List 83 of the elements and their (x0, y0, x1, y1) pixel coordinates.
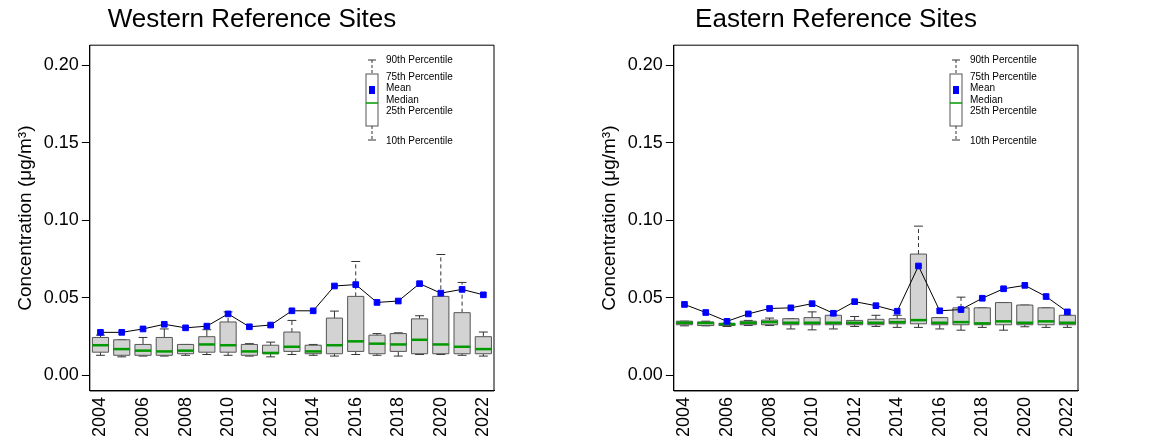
x-tick-label: 2016 (344, 396, 365, 437)
annotation: 90th Percentile (970, 54, 1037, 66)
y-tick-label: 0.10 (43, 209, 79, 230)
x-tick-label: 2018 (971, 396, 992, 437)
point (394, 297, 402, 305)
x-tick-label: 2004 (673, 396, 694, 437)
x-tick-label: 2018 (387, 396, 408, 437)
point (437, 289, 445, 297)
x-tick-label: 2004 (89, 396, 110, 437)
chart-title: Western Reference Sites (107, 2, 397, 33)
x-tick-label: 2014 (886, 396, 907, 437)
point (830, 309, 837, 317)
y-tick-label: 0.00 (627, 364, 663, 385)
point (480, 291, 487, 299)
point (936, 307, 944, 315)
point (309, 307, 317, 315)
point (331, 282, 338, 290)
annotation: 25th Percentile (386, 105, 453, 117)
x-tick-label: 2010 (801, 396, 822, 437)
x-tick-label: 2016 (928, 396, 949, 437)
point (851, 298, 858, 305)
y-axis-title: Concentration (μg/m³) (13, 125, 35, 311)
annotation: 25th Percentile (970, 105, 1037, 117)
point (1064, 308, 1071, 316)
x-tick-label: 2022 (1056, 396, 1077, 437)
point (160, 320, 168, 328)
point (224, 310, 232, 318)
point (1042, 293, 1050, 300)
annotation: Median (970, 94, 1003, 106)
y-tick-label: 0.00 (43, 364, 79, 385)
x-tick-label: 2014 (302, 396, 323, 437)
point (139, 325, 147, 333)
point (267, 321, 274, 329)
x-tick-label: 2010 (217, 396, 238, 437)
point (893, 307, 901, 315)
chart-title: Eastern Reference Sites (695, 2, 977, 33)
point (416, 280, 423, 287)
x-tick-label: 2012 (843, 396, 864, 437)
annotation: 75th Percentile (970, 71, 1037, 83)
y-tick-label: 0.15 (43, 131, 79, 152)
point (787, 304, 795, 312)
point (978, 294, 986, 302)
point (458, 286, 466, 293)
x-tick-label: 2020 (429, 396, 450, 437)
y-tick-label: 0.05 (627, 286, 663, 307)
x-tick-label: 2006 (131, 396, 152, 437)
point (915, 262, 922, 270)
y-axis-title: Concentration (μg/m³) (597, 125, 619, 311)
point (1021, 282, 1029, 289)
x-tick-label: 2006 (715, 396, 736, 437)
point (246, 323, 253, 331)
annotation: 90th Percentile (386, 54, 453, 66)
y-tick-label: 0.20 (627, 54, 663, 75)
x-tick-label: 2008 (174, 396, 195, 437)
point (203, 322, 211, 330)
point (957, 306, 965, 313)
point (97, 329, 104, 336)
point (808, 300, 816, 307)
x-tick-label: 2008 (758, 396, 779, 437)
point (702, 309, 710, 316)
point (744, 310, 752, 318)
y-tick-label: 0.05 (43, 286, 79, 307)
point (1000, 285, 1007, 293)
point (373, 299, 381, 306)
point (288, 307, 296, 315)
legend-label: Mean (970, 82, 996, 94)
point (872, 302, 880, 310)
y-tick-label: 0.10 (627, 209, 663, 230)
annotation: Median (386, 94, 419, 106)
annotation: 75th Percentile (386, 71, 453, 83)
y-tick-label: 0.15 (627, 131, 663, 152)
x-tick-label: 2020 (1013, 396, 1034, 437)
annotation: 10th Percentile (970, 135, 1037, 147)
point (182, 324, 189, 332)
annotation: 10th Percentile (386, 135, 453, 147)
x-tick-label: 2022 (472, 396, 493, 437)
legend-label: Mean (386, 82, 412, 94)
point (118, 329, 126, 336)
point (766, 305, 773, 312)
x-tick-label: 2012 (259, 396, 280, 437)
point (681, 301, 688, 308)
y-tick-label: 0.20 (43, 54, 79, 75)
point (352, 281, 360, 288)
